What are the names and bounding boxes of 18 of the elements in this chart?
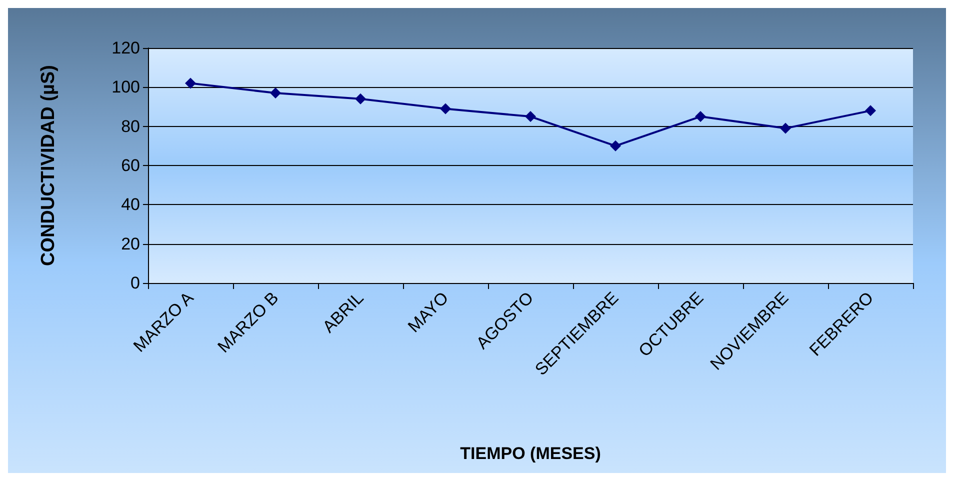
y-tick-label: 100 xyxy=(112,78,140,97)
y-axis-title: CONDUCTIVIDAD (µS) xyxy=(38,65,59,266)
y-tick-label: 60 xyxy=(121,156,140,175)
y-tick-label: 120 xyxy=(112,38,140,58)
point xyxy=(780,122,791,134)
y-tick-label: 0 xyxy=(130,274,140,292)
point xyxy=(270,88,281,99)
point xyxy=(525,111,536,122)
point xyxy=(865,105,876,116)
y-tick-label: 40 xyxy=(121,195,140,214)
y-tick-label: 20 xyxy=(121,234,140,254)
y-tick-label: 80 xyxy=(121,116,140,136)
point xyxy=(440,103,451,114)
x-axis-title: TIEMPO (MESES) xyxy=(460,444,601,463)
point xyxy=(695,111,706,122)
point xyxy=(185,78,196,89)
point xyxy=(355,93,366,104)
point xyxy=(610,140,621,152)
